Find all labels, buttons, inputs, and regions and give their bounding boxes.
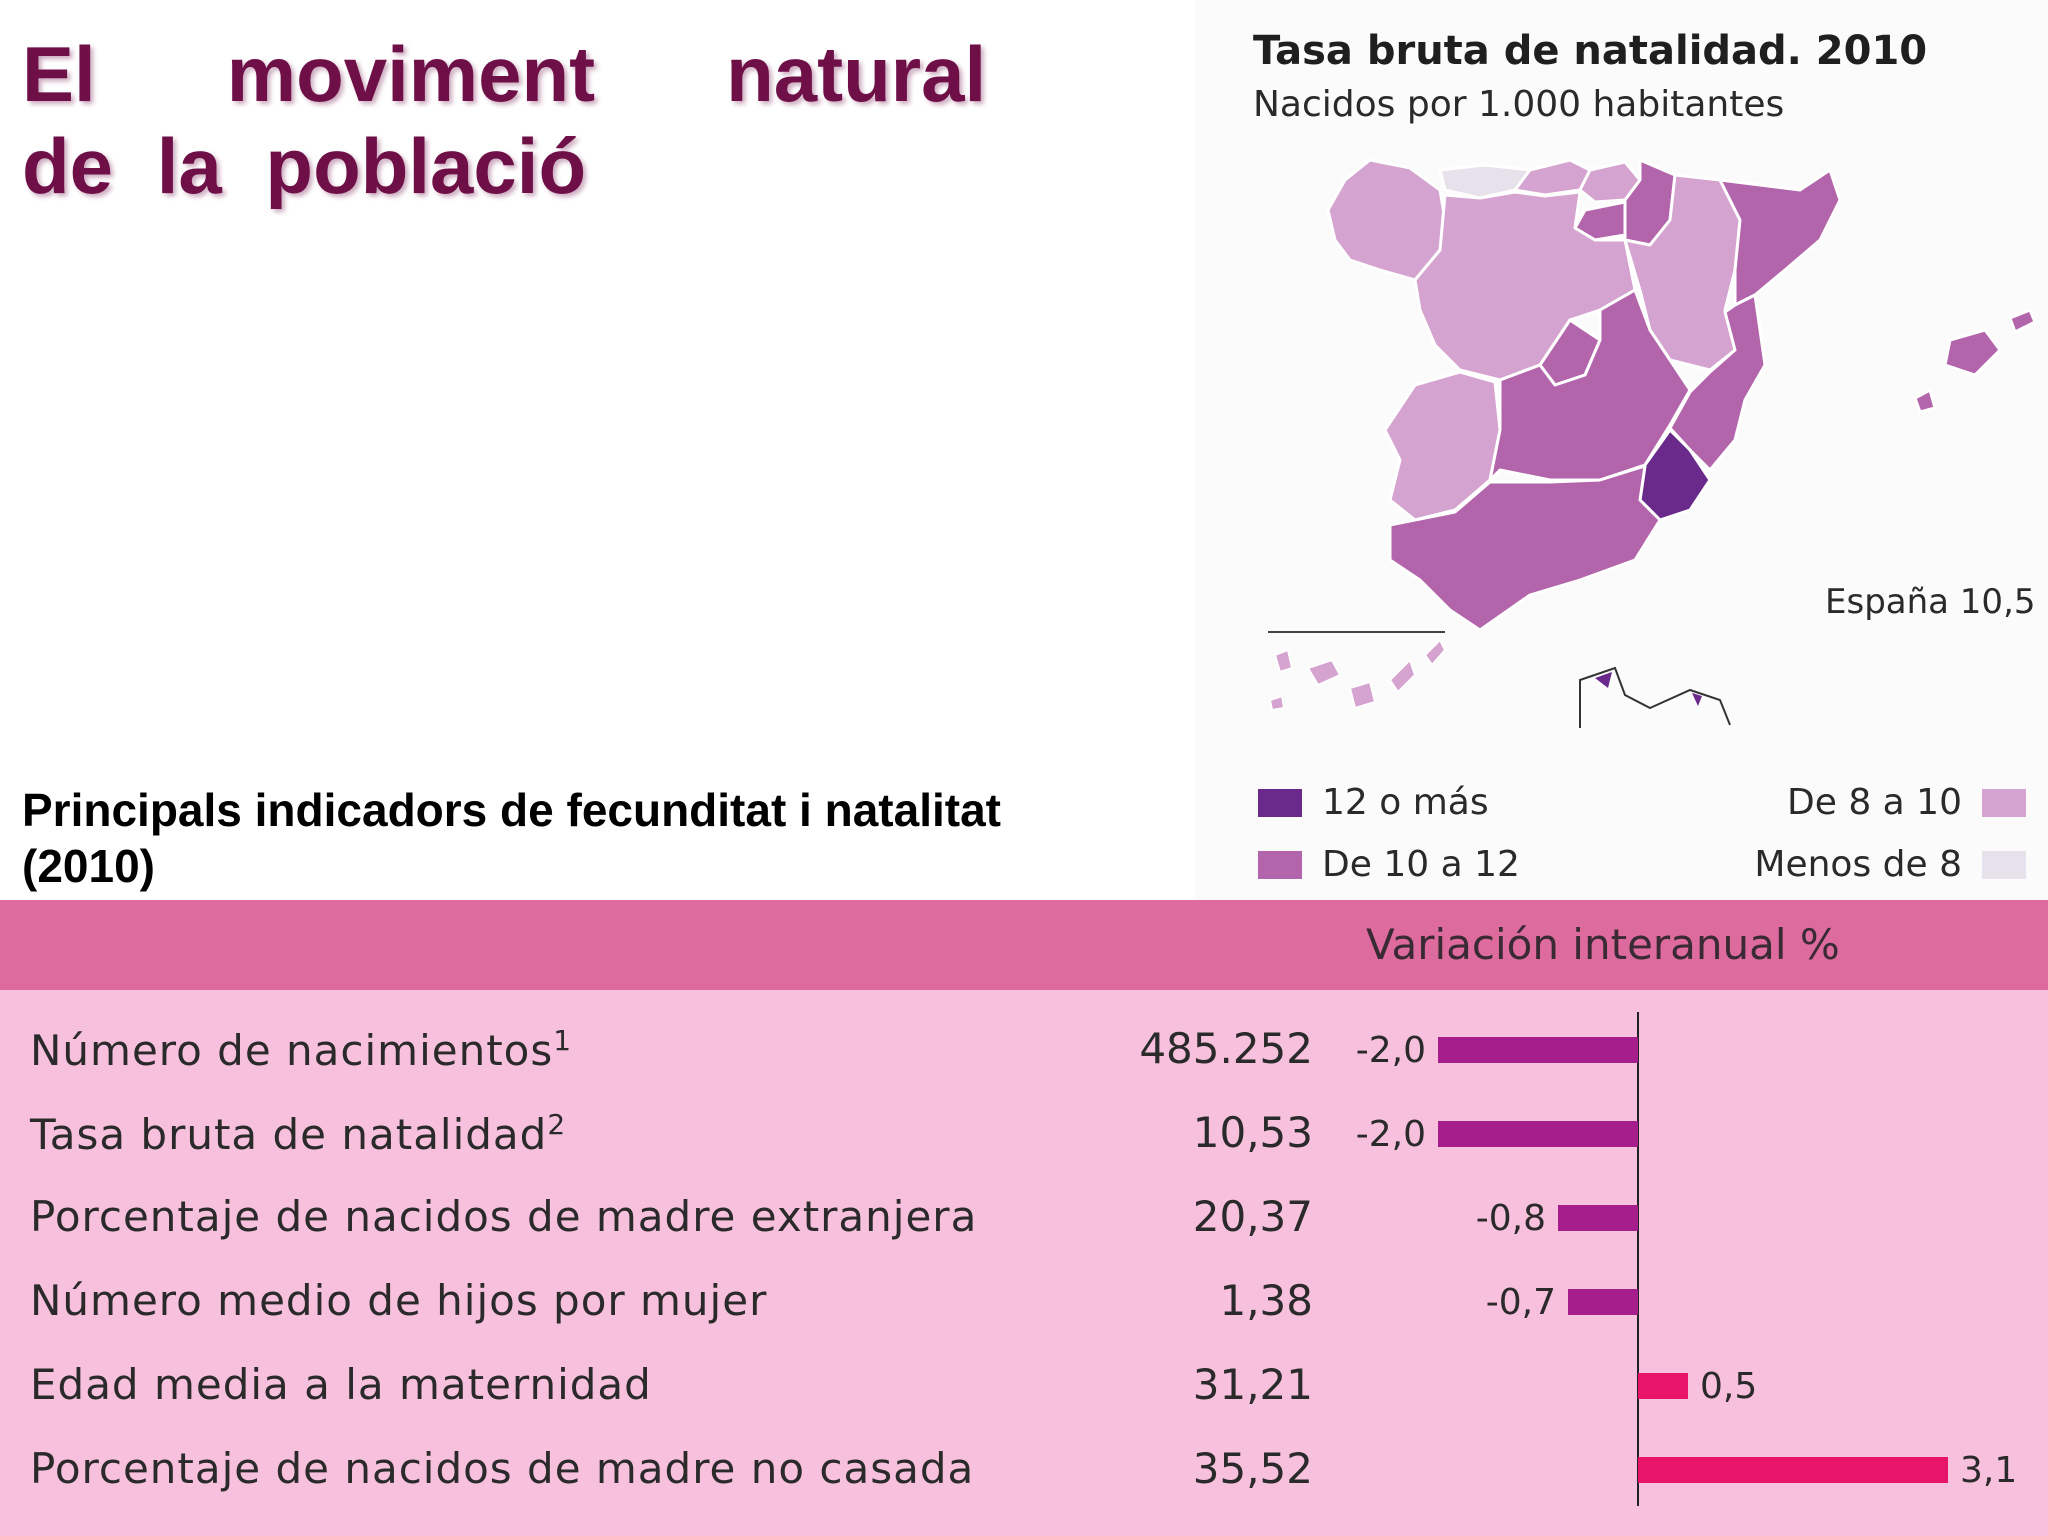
main-title-line-2: de la població	[22, 122, 587, 210]
region-andalucia	[1388, 464, 1662, 632]
indicator-value-2010: 31,21	[1192, 1360, 1313, 1409]
region-cataluna	[1718, 168, 1842, 307]
indicator-label-text: Número de nacimientos	[30, 1026, 554, 1075]
variation-value-label: 3,1	[1960, 1450, 2017, 1491]
canarias-islands	[1268, 638, 1447, 712]
canarias-island-2	[1306, 658, 1342, 687]
main-title: El moviment natural de la població	[22, 28, 986, 212]
variation-value-label: 0,5	[1700, 1366, 1757, 1407]
region-valencia	[1668, 293, 1767, 472]
canarias-island-4	[1388, 658, 1417, 694]
legend-item-10-12: De 10 a 12	[1258, 844, 1520, 885]
region-baleares-ibiza	[1913, 388, 1937, 414]
ceuta-inset-frame	[1579, 666, 1731, 728]
indicator-value-2010: 35,52	[1192, 1444, 1313, 1493]
variation-header-label: Variación interanual %	[1366, 920, 1840, 969]
indicator-label: Tasa bruta de natalidad2	[30, 1108, 566, 1159]
legend-swatch-light	[1982, 788, 2026, 817]
indicator-label: Porcentaje de nacidos de madre no casada	[30, 1444, 974, 1493]
indicator-label: Número de nacimientos1	[30, 1024, 572, 1075]
variation-value-label: -0,8	[1476, 1198, 1546, 1239]
variation-bar	[1638, 1457, 1948, 1483]
region-baleares-menorca	[2008, 308, 2037, 334]
region-extremadura	[1383, 370, 1502, 522]
indicator-value-2010: 10,53	[1192, 1108, 1313, 1157]
legend-label: De 10 a 12	[1322, 844, 1520, 885]
variation-value-label: -2,0	[1356, 1030, 1426, 1071]
section-subtitle-line-2: (2010)	[22, 840, 155, 892]
variation-value-label: -2,0	[1356, 1114, 1426, 1155]
footnote-mark: 2	[547, 1108, 567, 1141]
region-baleares-mallorca	[1943, 328, 2002, 377]
legend-label: Menos de 8	[1754, 844, 1962, 885]
indicators-table: Variación interanual % Número de nacimie…	[0, 900, 2048, 1536]
indicator-label: Número medio de hijos por mujer	[30, 1276, 767, 1325]
canarias-island-6	[1268, 694, 1286, 712]
canarias-island-3	[1348, 680, 1377, 710]
region-galicia	[1326, 158, 1447, 282]
variation-bar-chart: -2,0 -2,0 -0,8 -0,7 0,5 3,1	[1356, 1012, 2017, 1506]
variation-bar	[1438, 1037, 1638, 1063]
variation-bar	[1638, 1373, 1688, 1399]
map-title: Tasa bruta de natalidad. 2010	[1253, 28, 1928, 74]
indicator-label-text: Edad media a la maternidad	[30, 1360, 652, 1409]
footnote-mark: 1	[553, 1024, 573, 1057]
spain-average-note: España 10,5	[1825, 582, 2036, 622]
ceuta-melilla-inset	[1579, 666, 1731, 728]
map-subtitle: Nacidos por 1.000 habitantes	[1253, 84, 1785, 125]
region-castilla-la-mancha	[1488, 288, 1692, 482]
indicator-label: Edad media a la maternidad	[30, 1360, 652, 1409]
spain-choropleth-map	[1268, 158, 2037, 728]
legend-item-8-10: De 8 a 10	[1787, 782, 2026, 823]
variation-value-label: -0,7	[1486, 1282, 1556, 1323]
legend-swatch-pale	[1982, 850, 2026, 879]
canarias-island-5	[1423, 638, 1447, 667]
indicator-label-text: Número medio de hijos por mujer	[30, 1276, 768, 1325]
legend-item-less-8: Menos de 8	[1754, 844, 2026, 885]
indicator-label-text: Porcentaje de nacidos de madre no casada	[30, 1444, 975, 1493]
main-title-line-1: El moviment natural	[22, 30, 987, 118]
variation-bar	[1558, 1205, 1638, 1231]
table-header: Variación interanual %	[0, 900, 2048, 990]
legend-label: 12 o más	[1322, 782, 1489, 823]
canarias-island-1	[1273, 648, 1294, 674]
legend-label: De 8 a 10	[1787, 782, 1962, 823]
indicator-label-text: Tasa bruta de natalidad	[30, 1110, 548, 1159]
section-subtitle: Principals indicadors de fecunditat i na…	[22, 782, 1001, 894]
melilla-marker	[1692, 693, 1702, 706]
indicator-value-2010: 1,38	[1219, 1276, 1313, 1325]
variation-bar	[1438, 1121, 1638, 1147]
ceuta-marker	[1595, 672, 1612, 688]
variation-bar	[1568, 1289, 1638, 1315]
indicator-value-2010: 485.252	[1139, 1024, 1313, 1073]
indicator-label: Porcentaje de nacidos de madre extranjer…	[30, 1192, 977, 1241]
indicator-label-text: Porcentaje de nacidos de madre extranjer…	[30, 1192, 978, 1241]
legend-swatch-mid	[1258, 850, 1302, 879]
indicator-value-2010: 20,37	[1192, 1192, 1313, 1241]
legend-swatch-dark	[1258, 788, 1302, 817]
legend-item-12-plus: 12 o más	[1258, 782, 1489, 823]
section-subtitle-line-1: Principals indicadors de fecunditat i na…	[22, 784, 1001, 836]
